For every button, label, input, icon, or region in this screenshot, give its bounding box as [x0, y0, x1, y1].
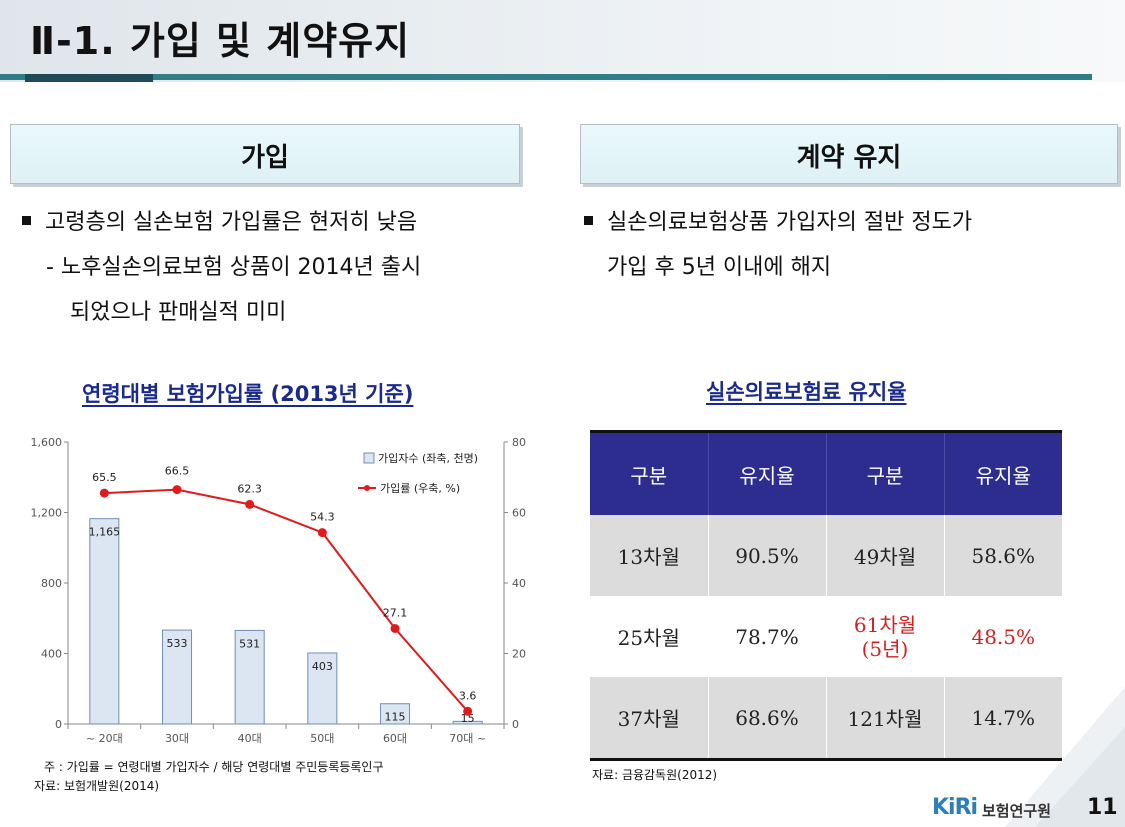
right-tick-label: 80: [512, 436, 526, 449]
chart-source: 자료: 보험개발원(2014): [34, 779, 160, 793]
rate-value-label: 27.1: [383, 606, 408, 619]
table-cell: 25차월: [590, 596, 708, 677]
bar: [452, 720, 483, 725]
rate-line: [104, 488, 469, 712]
table-cell: 68.6%: [707, 677, 826, 761]
table-header-cell: 구분: [590, 430, 708, 515]
right-tick-label: 0: [512, 718, 519, 731]
bullet-retention-1-text: 실손의료보험상품 가입자의 절반 정도가: [607, 210, 973, 235]
section-label-join: 가입: [241, 143, 289, 173]
chart-note: 주 : 가입률 = 연령대별 가입자수 / 해당 연령대별 주민등록등록인구: [44, 760, 384, 774]
bullet-square-icon: [22, 215, 31, 225]
legend-bar-swatch: [363, 452, 375, 464]
table-cell: 58.6%: [943, 515, 1062, 596]
bar: [89, 518, 120, 725]
table-cell: 78.7%: [707, 596, 826, 677]
bar-value-label: 533: [167, 637, 188, 650]
chart-title: 연령대별 보험가입률 (2013년 기준): [82, 382, 414, 406]
rate-point: [317, 528, 327, 538]
sub-bullet-join-1: - 노후실손의료보험 상품이 2014년 출시: [46, 255, 422, 280]
rate-value-label: 65.5: [92, 471, 117, 484]
table-cell-highlight: 48.5%: [943, 596, 1062, 677]
title-rule: [0, 74, 1092, 80]
legend-line-marker: [364, 485, 370, 491]
table-header-cell: 유지율: [943, 430, 1062, 515]
right-tick-label: 60: [512, 507, 526, 520]
x-tick-label: 50대: [310, 732, 334, 745]
corner-decoration: [1005, 687, 1125, 827]
retention-table: 구분 유지율 구분 유지율 13차월 90.5% 49차월 58.6% 25차월…: [590, 430, 1062, 761]
bar: [307, 652, 338, 725]
table-source: 자료: 금융감독원(2012): [592, 768, 718, 782]
legend-bar-label: 가입자수 (좌축, 천명): [378, 451, 478, 465]
table-cell-line: 61차월: [853, 612, 917, 637]
table-cell: 13차월: [590, 515, 708, 596]
rate-value-label: 66.5: [165, 465, 190, 478]
bullet-join-1-text: 고령층의 실손보험 가입률은 현저히 낮음: [45, 210, 418, 235]
title-rule-accent: [25, 74, 153, 82]
bar: [234, 629, 265, 725]
header-bar: [0, 0, 1125, 82]
table-cell-subline: (5년): [861, 636, 909, 661]
x-tick-label: 60대: [383, 732, 407, 745]
org-name: 보험연구원: [982, 802, 1052, 820]
left-tick-label: 0: [55, 718, 62, 731]
x-tick-label: ~ 20대: [86, 732, 123, 745]
x-tick-label: 40대: [238, 732, 262, 745]
right-tick-label: 40: [512, 577, 526, 590]
bullet-retention-1: 실손의료보험상품 가입자의 절반 정도가: [584, 201, 972, 245]
rate-point: [99, 488, 109, 498]
table-header-cell: 유지율: [707, 430, 826, 515]
table-row: 25차월 78.7% 61차월 (5년) 48.5%: [590, 596, 1062, 677]
age-insurance-chart: 0 400 800 1,200 1,600 0 20 40 60 80 ~ 20대 30대 40대 50대…: [31, 436, 527, 745]
rate-value-label: 62.3: [237, 482, 262, 495]
x-tick-label: 70대 ~: [449, 732, 486, 745]
table-cell: 90.5%: [707, 515, 826, 596]
table-row: 37차월 68.6% 121차월 14.7%: [590, 677, 1062, 761]
bar: [379, 703, 411, 725]
table-cell: 121차월: [825, 677, 944, 761]
kiri-logo: KiRi: [932, 795, 978, 820]
bar-value-label: 1,165: [89, 526, 121, 539]
section-box-retention: 계약 유지: [580, 124, 1118, 184]
right-tick-label: 20: [512, 648, 526, 661]
x-tick-label: 30대: [165, 732, 189, 745]
rate-point: [245, 499, 255, 509]
table-cell: 14.7%: [943, 677, 1062, 761]
section-box-join: 가입: [10, 124, 520, 184]
section-label-retention: 계약 유지: [796, 143, 902, 173]
rate-point: [390, 623, 400, 633]
table-header-row: 구분 유지율 구분 유지율: [590, 430, 1062, 515]
sub-bullet-join-1-cont: 되었으나 판매실적 미미: [70, 300, 287, 325]
rate-value-label: 54.3: [310, 511, 335, 524]
bullet-join-1: 고령층의 실손보험 가입률은 현저히 낮음: [22, 201, 417, 245]
rate-point: [463, 706, 473, 716]
table-row: 13차월 90.5% 49차월 58.6%: [590, 515, 1062, 596]
legend-line-label: 가입률 (우축, %): [380, 482, 460, 495]
bar: [161, 629, 193, 725]
bar-value-label: 15: [461, 712, 475, 725]
rate-value-label: 3.6: [459, 689, 477, 702]
rate-point: [172, 485, 182, 495]
table-header-cell: 구분: [825, 430, 944, 515]
table-title: 실손의료보험료 유지율: [706, 380, 907, 404]
bar-value-label: 115: [385, 711, 406, 724]
bar-value-label: 403: [312, 660, 333, 673]
bullet-square-icon: [584, 215, 593, 225]
page-number: 11: [1087, 795, 1118, 820]
left-tick-label: 800: [41, 577, 62, 590]
table-cell: 37차월: [590, 677, 708, 761]
left-tick-label: 1,600: [31, 436, 63, 449]
table-cell-highlight: 61차월 (5년): [825, 596, 944, 677]
left-tick-label: 1,200: [31, 507, 63, 520]
table-cell: 49차월: [825, 515, 944, 596]
page-title: Ⅱ-1. 가입 및 계약유지: [30, 19, 411, 63]
left-tick-label: 400: [41, 648, 62, 661]
bullet-retention-1-cont: 가입 후 5년 이내에 해지: [607, 255, 832, 280]
bar-value-label: 531: [239, 637, 260, 650]
